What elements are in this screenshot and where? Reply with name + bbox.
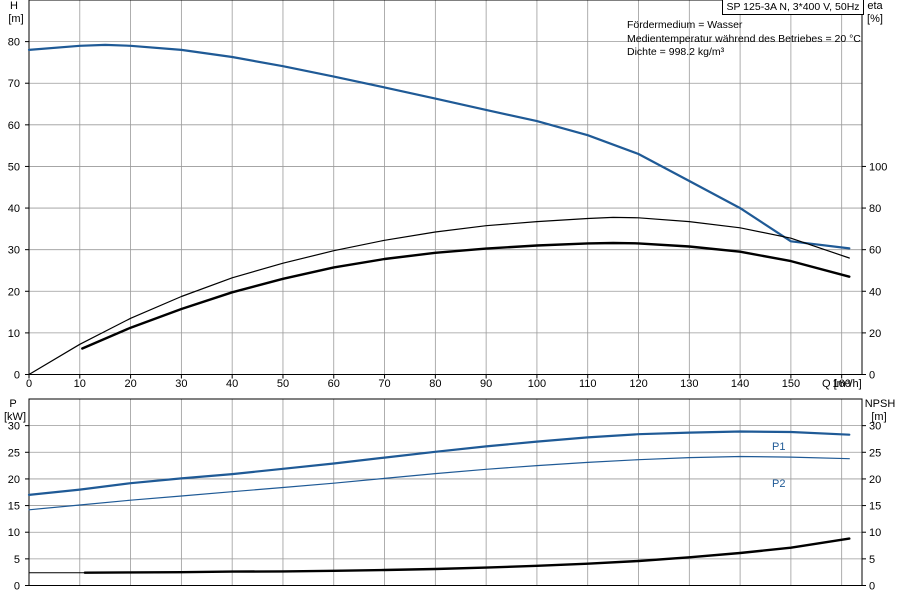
y-left-tick-label: 70 — [8, 78, 20, 90]
x-tick-label: 130 — [680, 378, 698, 390]
bottom-tick-labels: 0 5 10 15 20 25 30 0 5 10 15 20 25 30 — [8, 421, 882, 593]
y-right-tick-label: 5 — [869, 554, 875, 566]
x-tick-label: 50 — [277, 378, 289, 390]
head-curve — [27, 43, 851, 250]
series-label-p1: P1 — [772, 441, 785, 453]
top-plot-frame — [28, 0, 863, 375]
x-tick-label: 150 — [782, 378, 800, 390]
y-right-tick-label: 25 — [869, 447, 881, 459]
y-right-tick-label: 0 — [869, 581, 875, 593]
y-right-tick-label: 20 — [869, 328, 881, 340]
bottom-right-axis-unit: [m] — [871, 411, 886, 423]
y-right-tick-label: 15 — [869, 501, 881, 513]
efficiency-curve-total — [28, 216, 850, 376]
x-tick-label: 140 — [731, 378, 749, 390]
top-tick-labels: 0 10 20 30 40 50 60 70 80 90 100 110 120 130 140 150 160… — [8, 37, 888, 390]
y-left-tick-label: 30 — [8, 421, 20, 433]
power-curve-p2 — [28, 455, 850, 511]
x-tick-label: 90 — [480, 378, 492, 390]
bottom-series-group — [27, 430, 851, 574]
y-left-tick-label: 30 — [8, 245, 20, 257]
bottom-left-axis-unit-symbol: P — [9, 398, 16, 410]
y-left-tick-label: 20 — [8, 474, 20, 486]
x-tick-label: 120 — [629, 378, 647, 390]
y-left-tick-label: 10 — [8, 328, 20, 340]
y-left-tick-label: 10 — [8, 527, 20, 539]
x-tick-label: 80 — [429, 378, 441, 390]
power-curve-p1 — [27, 430, 851, 496]
y-left-tick-label: 60 — [8, 120, 20, 132]
y-left-tick-label: 0 — [14, 370, 20, 382]
x-tick-label: 10 — [74, 378, 86, 390]
y-left-tick-label: 80 — [8, 37, 20, 49]
x-tick-label: 40 — [226, 378, 238, 390]
y-left-tick-label: 20 — [8, 286, 20, 298]
pump-info-box: SP 125-3A N, 3*400 V, 50Hz — [722, 0, 864, 15]
y-left-tick-label: 25 — [8, 447, 20, 459]
y-right-tick-label: 40 — [869, 286, 881, 298]
efficiency-curve-pump — [81, 241, 851, 350]
top-left-axis-unit-symbol: H — [10, 0, 18, 12]
y-right-tick-label: 80 — [869, 203, 881, 215]
bottom-right-axis-unit-symbol: NPSH — [865, 398, 896, 410]
x-axis-label: Q [m³/h] — [822, 378, 862, 390]
y-left-tick-label: 0 — [14, 581, 20, 593]
y-left-tick-label: 15 — [8, 501, 20, 513]
x-tick-label: 110 — [579, 378, 597, 390]
series-label-p2: P2 — [772, 478, 785, 490]
top-series-group — [27, 43, 851, 376]
y-right-tick-label: 20 — [869, 474, 881, 486]
note-line: Dichte = 998.2 kg/m³ — [627, 46, 725, 58]
note-line: Fördermedium = Wasser — [627, 19, 743, 31]
y-left-tick-label: 50 — [8, 161, 20, 173]
bottom-plot-frame — [28, 398, 863, 586]
y-right-tick-label: 30 — [869, 421, 881, 433]
note-line: Medientemperatur während des Betriebes =… — [627, 32, 861, 45]
bottom-left-axis-unit: [kW] — [4, 411, 26, 423]
top-right-axis-unit: [%] — [867, 13, 883, 25]
x-tick-label: 0 — [26, 378, 32, 390]
x-tick-label: 160 — [833, 378, 851, 390]
medium-notes: Fördermedium = Wasser Medientemperatur w… — [627, 19, 861, 60]
y-right-tick-label: 0 — [869, 370, 875, 382]
top-grid — [25, 0, 866, 379]
y-left-tick-label: 40 — [8, 203, 20, 215]
x-tick-label: 100 — [528, 378, 546, 390]
y-right-tick-label: 60 — [869, 245, 881, 257]
bottom-grid — [25, 398, 866, 586]
x-tick-label: 30 — [175, 378, 187, 390]
npsh-curve — [83, 537, 851, 574]
top-left-axis-unit: [m] — [8, 13, 23, 25]
x-tick-label: 60 — [328, 378, 340, 390]
top-right-axis-unit-symbol: eta — [867, 0, 883, 12]
y-right-tick-label: 10 — [869, 527, 881, 539]
y-right-tick-label: 100 — [869, 161, 887, 173]
x-tick-label: 20 — [124, 378, 136, 390]
x-tick-label: 70 — [378, 378, 390, 390]
y-left-tick-label: 5 — [14, 554, 20, 566]
